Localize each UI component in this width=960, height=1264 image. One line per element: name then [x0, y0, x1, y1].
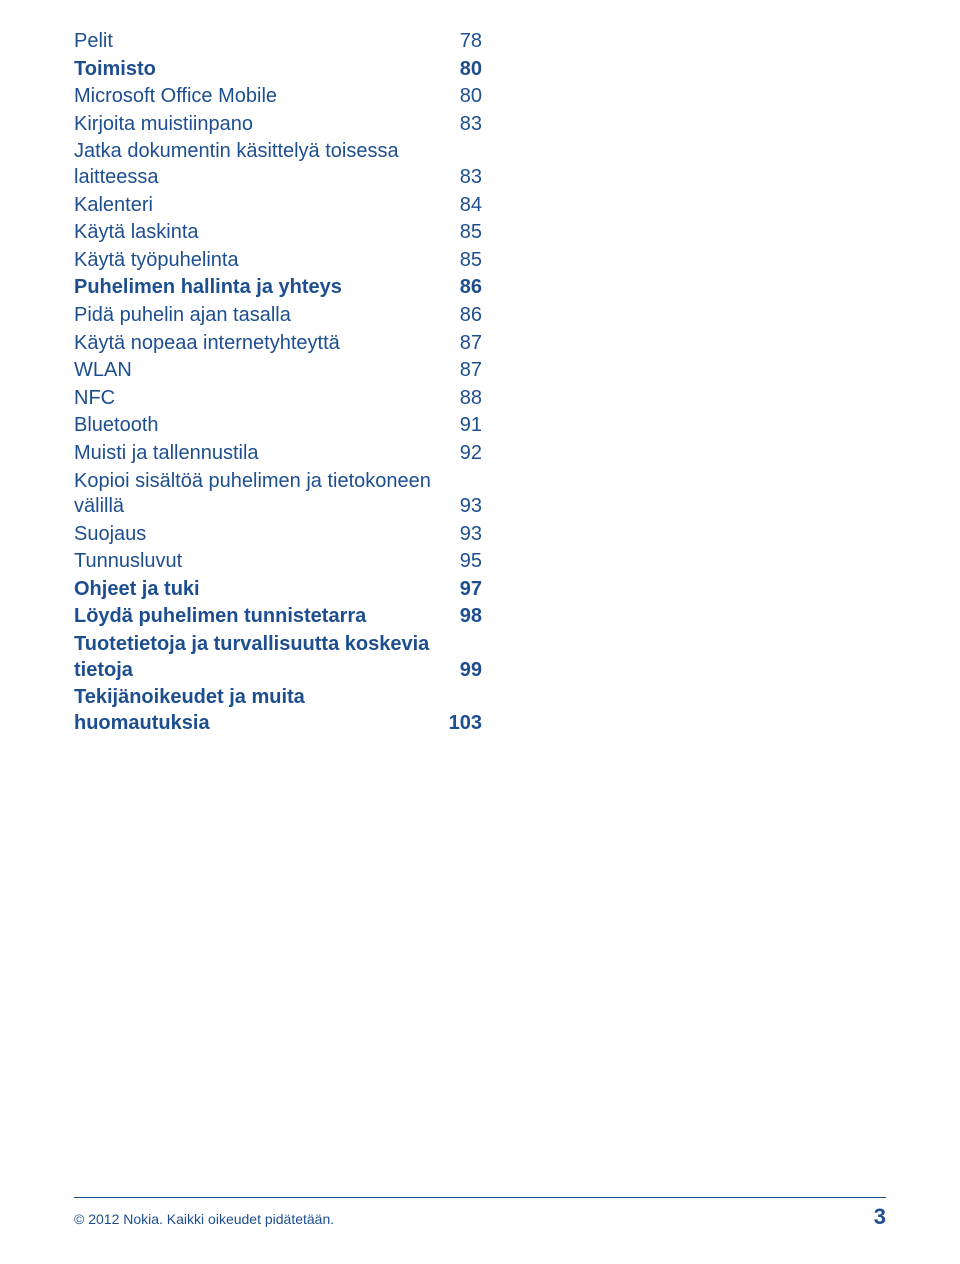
toc-entry[interactable]: Tekijänoikeudet ja muita huomautuksia103 [74, 684, 482, 737]
toc-entry[interactable]: Kalenteri84 [74, 192, 482, 220]
toc-entry-label: Käytä nopeaa internetyhteyttä [74, 331, 444, 357]
toc-entry[interactable]: Tunnusluvut95 [74, 548, 482, 576]
footer-divider [74, 1197, 886, 1198]
toc-entry-page: 84 [444, 193, 482, 219]
toc-entry-label: Microsoft Office Mobile [74, 84, 444, 110]
toc-entry-label: WLAN [74, 358, 444, 384]
toc-entry-page: 99 [444, 658, 482, 684]
toc-entry-page: 95 [444, 549, 482, 575]
toc-entry-page: 85 [444, 248, 482, 274]
toc-entry-label: Kirjoita muistiinpano [74, 112, 444, 138]
toc-entry[interactable]: Bluetooth91 [74, 412, 482, 440]
toc-entry[interactable]: Puhelimen hallinta ja yhteys86 [74, 274, 482, 302]
footer-line: © 2012 Nokia. Kaikki oikeudet pidätetään… [74, 1204, 886, 1230]
toc-entry[interactable]: Muisti ja tallennustila92 [74, 440, 482, 468]
toc-entry-label: Muisti ja tallennustila [74, 441, 444, 467]
toc-entry-label: Käytä laskinta [74, 220, 444, 246]
table-of-contents: Pelit78Toimisto80Microsoft Office Mobile… [74, 28, 482, 737]
toc-entry-label: Tuotetietoja ja turvallisuutta koskevia … [74, 632, 444, 683]
toc-entry[interactable]: Ohjeet ja tuki97 [74, 576, 482, 604]
toc-entry-page: 85 [444, 220, 482, 246]
toc-entry[interactable]: Käytä laskinta85 [74, 219, 482, 247]
toc-entry[interactable]: NFC88 [74, 385, 482, 413]
toc-entry-page: 80 [444, 57, 482, 83]
toc-entry-label: Löydä puhelimen tunnistetarra [74, 604, 444, 630]
toc-entry-label: Kalenteri [74, 193, 444, 219]
toc-entry-page: 87 [444, 358, 482, 384]
toc-entry-page: 80 [444, 84, 482, 110]
toc-entry[interactable]: Jatka dokumentin käsittelyä toisessa lai… [74, 138, 482, 191]
toc-entry[interactable]: Microsoft Office Mobile80 [74, 83, 482, 111]
toc-entry-page: 88 [444, 386, 482, 412]
toc-entry-label: Jatka dokumentin käsittelyä toisessa lai… [74, 139, 444, 190]
toc-entry[interactable]: Suojaus93 [74, 521, 482, 549]
toc-entry-label: Bluetooth [74, 413, 444, 439]
toc-entry-page: 86 [444, 275, 482, 301]
toc-entry[interactable]: Käytä nopeaa internetyhteyttä87 [74, 330, 482, 358]
toc-entry-label: Pidä puhelin ajan tasalla [74, 303, 444, 329]
toc-entry-label: Tekijänoikeudet ja muita huomautuksia [74, 685, 444, 736]
copyright-text: © 2012 Nokia. Kaikki oikeudet pidätetään… [74, 1211, 334, 1227]
toc-entry-page: 103 [444, 711, 482, 737]
toc-entry-page: 83 [444, 165, 482, 191]
toc-entry[interactable]: Kopioi sisältöä puhelimen ja tietokoneen… [74, 468, 482, 521]
toc-entry-page: 93 [444, 522, 482, 548]
toc-entry[interactable]: Kirjoita muistiinpano83 [74, 111, 482, 139]
toc-entry-label: Käytä työpuhelinta [74, 248, 444, 274]
toc-entry-label: Suojaus [74, 522, 444, 548]
toc-entry-page: 86 [444, 303, 482, 329]
toc-entry-label: Kopioi sisältöä puhelimen ja tietokoneen… [74, 469, 444, 520]
toc-entry-label: Tunnusluvut [74, 549, 444, 575]
toc-entry[interactable]: WLAN87 [74, 357, 482, 385]
toc-entry-page: 92 [444, 441, 482, 467]
toc-entry-label: Ohjeet ja tuki [74, 577, 444, 603]
toc-entry[interactable]: Tuotetietoja ja turvallisuutta koskevia … [74, 631, 482, 684]
page-number: 3 [874, 1204, 886, 1230]
toc-entry-page: 97 [444, 577, 482, 603]
toc-entry-page: 98 [444, 604, 482, 630]
toc-entry[interactable]: Löydä puhelimen tunnistetarra98 [74, 603, 482, 631]
toc-entry[interactable]: Pelit78 [74, 28, 482, 56]
toc-entry-page: 93 [444, 494, 482, 520]
toc-entry-page: 91 [444, 413, 482, 439]
page-body: Pelit78Toimisto80Microsoft Office Mobile… [0, 0, 960, 737]
toc-entry[interactable]: Käytä työpuhelinta85 [74, 247, 482, 275]
toc-entry-page: 87 [444, 331, 482, 357]
toc-entry-label: Pelit [74, 29, 444, 55]
toc-entry[interactable]: Toimisto80 [74, 56, 482, 84]
toc-entry-label: Puhelimen hallinta ja yhteys [74, 275, 444, 301]
toc-entry-page: 83 [444, 112, 482, 138]
toc-entry-page: 78 [444, 29, 482, 55]
toc-entry[interactable]: Pidä puhelin ajan tasalla86 [74, 302, 482, 330]
toc-entry-label: Toimisto [74, 57, 444, 83]
toc-entry-label: NFC [74, 386, 444, 412]
page-footer: © 2012 Nokia. Kaikki oikeudet pidätetään… [0, 1197, 960, 1230]
